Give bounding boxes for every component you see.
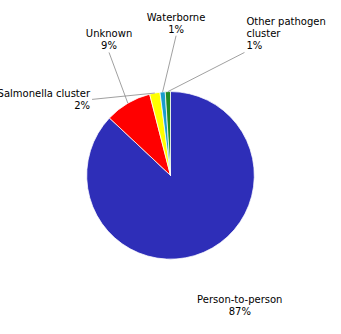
slice-label-line: Waterborne bbox=[147, 12, 205, 23]
data-label: 1% bbox=[246, 40, 262, 51]
slice-label: Person-to-person bbox=[197, 294, 282, 305]
chart: Person-to-person87% Unknown9% Salmonella c… bbox=[0, 0, 341, 334]
pie bbox=[87, 92, 255, 260]
data-label: 87% bbox=[229, 306, 251, 317]
slice-label: Other pathogencluster bbox=[246, 16, 325, 39]
data-label: 9% bbox=[101, 40, 117, 51]
slice-label-line: cluster bbox=[246, 28, 281, 39]
slice-label-line: Other pathogen bbox=[246, 16, 325, 27]
pie-slice bbox=[150, 92, 171, 175]
slice-label-line: Salmonella cluster bbox=[0, 88, 91, 99]
slice-label: Waterborne bbox=[147, 12, 205, 23]
leader-line bbox=[92, 93, 155, 99]
pie-slice bbox=[87, 92, 255, 260]
pie-slice bbox=[160, 92, 171, 176]
leader-line bbox=[168, 52, 245, 91]
data-label: 1% bbox=[168, 24, 184, 35]
slice-label: Unknown bbox=[86, 28, 132, 39]
data-label: 2% bbox=[74, 100, 90, 111]
leader-line bbox=[109, 52, 128, 103]
slice-label-line: Person-to-person bbox=[197, 294, 282, 305]
leader-line bbox=[163, 36, 176, 92]
slice-label-line: Unknown bbox=[86, 28, 132, 39]
slice-label: Salmonella cluster bbox=[0, 88, 91, 99]
pie-slice bbox=[165, 92, 170, 176]
labels: Person-to-person87% Unknown9% Salmonella c… bbox=[0, 12, 326, 317]
